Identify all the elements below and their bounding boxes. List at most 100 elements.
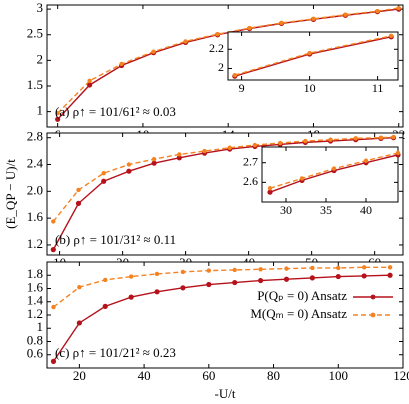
x-tick-label: 30 [280,203,292,217]
data-point [299,176,305,181]
x-tick-label: 20 [73,368,86,383]
plot-frame [261,146,399,203]
data-point [154,271,160,277]
data-point [87,82,93,88]
legend-marker [370,294,376,300]
data-point [206,268,212,273]
data-point [232,73,237,78]
series-line [53,266,391,308]
data-point [328,137,333,142]
data-point [279,20,284,26]
data-point [151,49,156,54]
data-point [103,277,108,283]
data-point [247,25,252,31]
data-point [215,32,220,37]
x-tick-label: 40 [360,203,372,217]
y-tick-label: 1.2 [27,236,43,251]
data-point [391,134,396,140]
data-point [310,265,315,271]
y-tick-label: 2 [218,60,224,74]
y-tick-label: 1.5 [27,77,43,92]
data-point [180,285,186,291]
series-line [234,35,392,76]
panel-annotation: (b) ρ↑ = 101/31² ≈ 0.11 [55,232,176,247]
data-point [180,269,186,275]
x-tick-label: 40 [138,368,151,383]
data-point [395,150,401,156]
data-point [361,265,367,270]
y-tick-label: 1.6 [27,279,44,294]
data-point [154,289,160,295]
y-tick-label: 2.6 [243,174,258,188]
y-tick-label: 1.8 [27,266,43,281]
y-tick-label: 0.6 [27,346,44,361]
data-point [277,140,283,146]
x-tick-label: 35 [320,203,332,217]
data-point [331,166,337,171]
data-point [51,304,56,310]
data-point [50,247,56,253]
data-point [183,39,188,44]
data-point [119,61,124,67]
data-point [307,50,312,56]
y-tick-label: 2.5 [27,26,43,41]
y-tick-label: 3 [37,0,44,15]
x-tick-label: 11 [372,81,384,95]
data-point [87,78,92,84]
y-tick-label: 2.7 [243,154,258,168]
data-point [311,16,316,22]
data-point [176,155,182,161]
y-tick-label: 2.4 [27,155,44,170]
plot-frame [227,31,399,81]
data-point [102,303,108,309]
series-line [52,274,391,362]
data-point [151,156,157,162]
data-point [128,274,134,279]
data-point [363,158,369,163]
data-point [55,116,61,122]
legend-label: P(Qₚ = 0) Ansatz [257,288,347,303]
data-point [55,110,60,116]
data-point [101,171,106,176]
data-point [389,33,394,39]
data-point [375,8,380,14]
data-point [51,219,56,224]
x-tick-label: 9 [239,81,245,95]
data-point [75,200,82,206]
data-point [126,162,132,167]
data-point [128,294,134,300]
y-tick-label: 0.8 [27,332,43,347]
data-point [232,267,237,273]
panel-annotation: (c) ρ↑ = 101/21² ≈ 0.23 [55,345,176,360]
y-tick-label: 2 [37,51,44,66]
data-point [206,281,212,288]
legend-label: M(Qₘ = 0) Ansatz [250,306,347,321]
panel-annotation: (a) ρ↑ = 101/61² ≈ 0.03 [55,104,176,119]
y-tick-label: 1.6 [27,209,44,224]
y-tick-label: 1 [37,103,44,118]
data-point [202,148,207,154]
data-point [76,187,81,193]
y-tick-label: 1.2 [27,306,43,321]
data-point [232,279,238,286]
y-tick-label: 1 [37,319,44,334]
x-tick-label: 80 [267,368,280,383]
data-point [361,273,367,279]
y-axis-label: (E_QP − U)/t [3,159,18,229]
y-tick-label: 2.0 [27,182,43,197]
data-point [353,136,358,141]
y-tick-label: 1.4 [27,293,44,308]
data-point [309,275,315,281]
data-point [177,152,182,157]
data-point [284,266,289,271]
data-point [76,320,82,326]
data-point [336,265,341,271]
data-point [267,189,273,195]
x-tick-label: 120 [393,368,409,383]
x-tick-label: 100 [329,368,349,383]
data-point [252,142,258,148]
data-point [50,358,57,364]
data-point [258,267,263,272]
y-tick-label: 2.8 [27,129,43,144]
